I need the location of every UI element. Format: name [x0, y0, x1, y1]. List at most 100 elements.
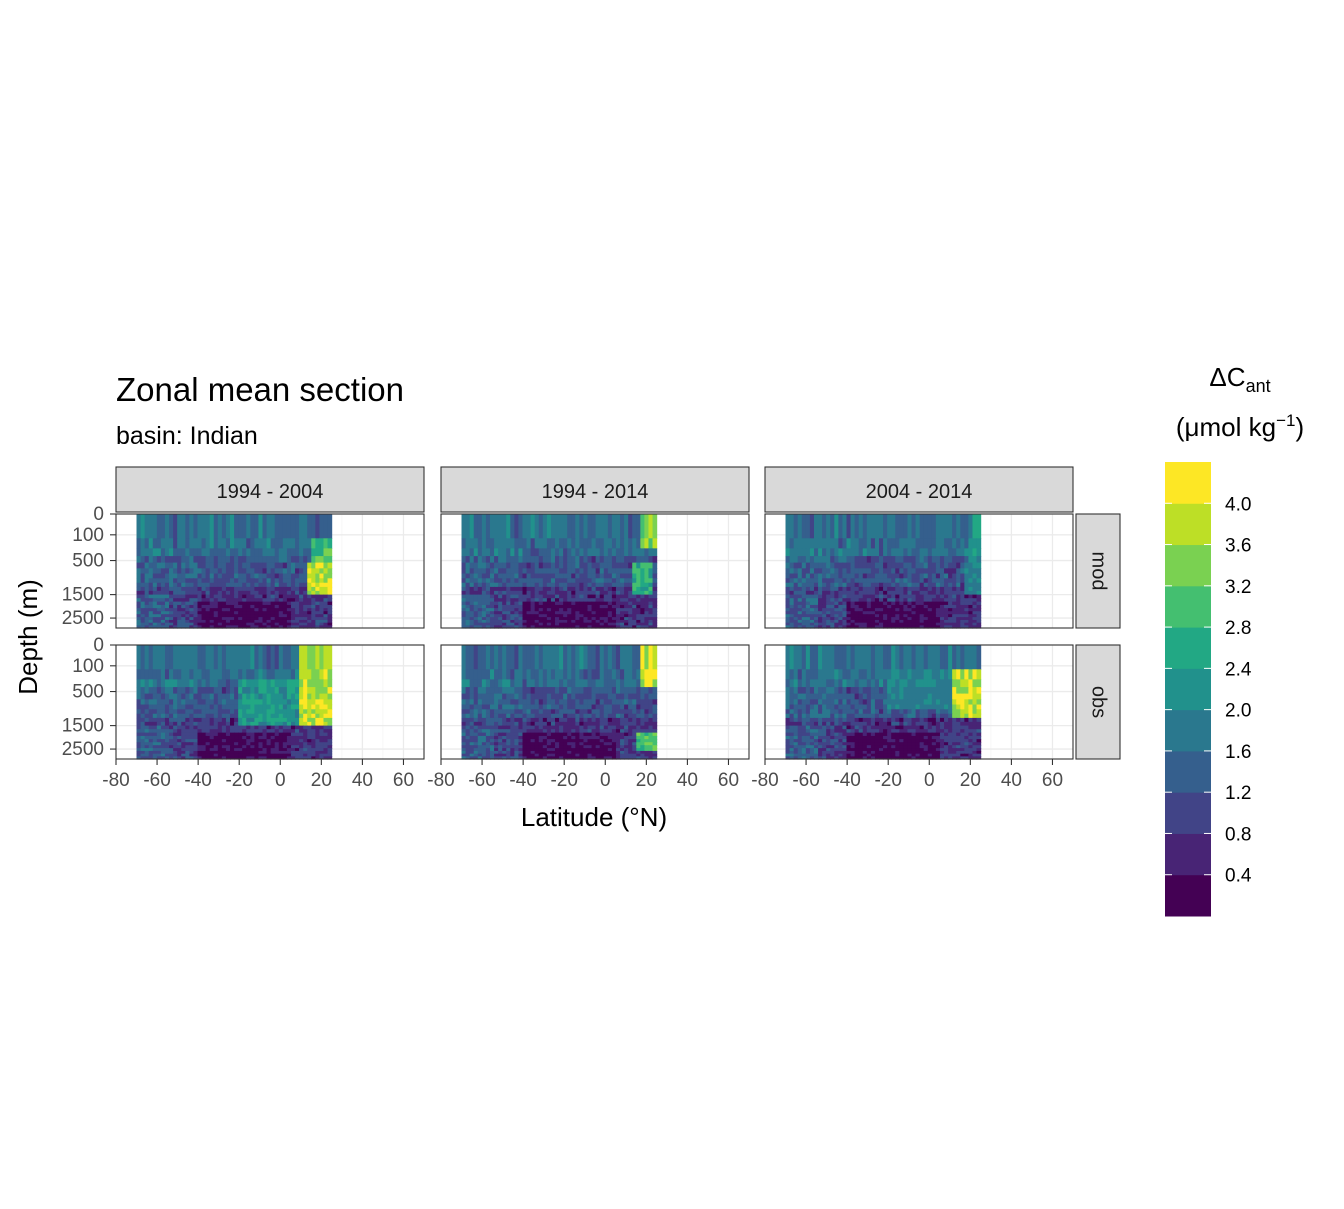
contour-cell	[652, 608, 658, 612]
contour-cell	[477, 601, 483, 606]
contour-cell	[217, 622, 223, 626]
contour-cell	[278, 598, 284, 603]
contour-cell	[295, 594, 300, 599]
contour-cell	[960, 573, 965, 579]
contour-cell	[319, 614, 325, 618]
contour-cell	[927, 625, 933, 629]
contour-cell	[818, 619, 823, 624]
contour-cell	[177, 679, 182, 688]
contour-cell	[575, 582, 580, 588]
contour-cell	[809, 538, 815, 549]
contour-cell	[891, 619, 896, 624]
contour-cell	[960, 582, 965, 588]
contour-cell	[615, 582, 621, 588]
contour-cell	[201, 756, 207, 760]
contour-cell	[201, 594, 207, 599]
contour-cell	[315, 753, 321, 757]
contour-cell	[262, 548, 268, 557]
contour-cell	[485, 704, 491, 710]
contour-cell	[652, 704, 658, 710]
contour-cell	[469, 617, 475, 621]
contour-cell	[834, 573, 839, 579]
contour-cell	[879, 594, 884, 599]
contour-cell	[156, 742, 162, 746]
contour-cell	[952, 608, 957, 612]
contour-cell	[185, 669, 190, 680]
contour-cell	[221, 611, 227, 615]
contour-cell	[611, 622, 617, 626]
contour-cell	[506, 679, 511, 688]
contour-cell	[919, 601, 925, 606]
contour-cell	[262, 601, 268, 606]
contour-cell	[514, 693, 520, 700]
contour-cell	[964, 538, 970, 549]
contour-cell	[510, 679, 515, 688]
contour-cell	[826, 538, 831, 549]
contour-cell	[620, 713, 625, 719]
contour-cell	[923, 594, 929, 599]
contour-cell	[818, 548, 823, 557]
contour-cell	[169, 732, 174, 737]
contour-cell	[307, 735, 312, 740]
contour-cell	[522, 514, 528, 539]
contour-cell	[197, 578, 203, 584]
contour-cell	[830, 562, 835, 569]
contour-cell	[299, 611, 304, 615]
contour-cell	[193, 573, 199, 579]
contour-cell	[148, 568, 154, 575]
contour-cell	[935, 594, 941, 599]
contour-cell	[185, 622, 190, 626]
contour-cell	[160, 669, 166, 680]
contour-cell	[624, 514, 629, 539]
contour-cell	[274, 645, 280, 670]
contour-cell	[595, 598, 601, 603]
contour-cell	[173, 548, 178, 557]
contour-cell	[518, 568, 524, 575]
contour-cell	[542, 578, 548, 584]
contour-cell	[164, 573, 170, 579]
contour-cell	[546, 578, 552, 584]
contour-cell	[315, 735, 321, 740]
contour-cell	[518, 704, 524, 710]
contour-cell	[575, 594, 580, 599]
contour-cell	[530, 586, 536, 592]
contour-cell	[473, 514, 479, 539]
contour-cell	[611, 594, 617, 599]
contour-cell	[136, 619, 142, 624]
contour-cell	[644, 679, 650, 688]
contour-cell	[160, 679, 166, 688]
contour-cell	[952, 548, 957, 557]
contour-cell	[169, 608, 174, 612]
contour-cell	[870, 617, 876, 621]
contour-cell	[266, 693, 272, 700]
contour-cell	[534, 709, 540, 715]
contour-cell	[550, 614, 556, 618]
contour-cell	[473, 614, 479, 618]
contour-cell	[579, 669, 585, 680]
contour-cell	[274, 750, 280, 755]
contour-cell	[628, 622, 633, 626]
contour-cell	[286, 721, 292, 727]
contour-cell	[221, 732, 227, 737]
contour-cell	[862, 562, 868, 569]
contour-cell	[230, 594, 235, 599]
contour-cell	[636, 617, 641, 621]
contour-cell	[603, 669, 609, 680]
contour-cell	[197, 721, 203, 727]
contour-cell	[968, 619, 974, 624]
contour-cell	[197, 729, 203, 734]
contour-cell	[603, 562, 609, 569]
contour-cell	[307, 725, 312, 730]
contour-cell	[583, 548, 589, 557]
contour-cell	[290, 717, 296, 723]
contour-cell	[615, 625, 621, 629]
contour-cell	[209, 601, 215, 606]
contour-cell	[266, 514, 272, 539]
contour-cell	[935, 568, 941, 575]
contour-cell	[546, 669, 552, 680]
contour-cell	[579, 538, 585, 549]
contour-cell	[575, 608, 580, 612]
contour-cell	[563, 594, 568, 599]
contour-cell	[785, 622, 791, 626]
contour-cell	[303, 669, 308, 680]
